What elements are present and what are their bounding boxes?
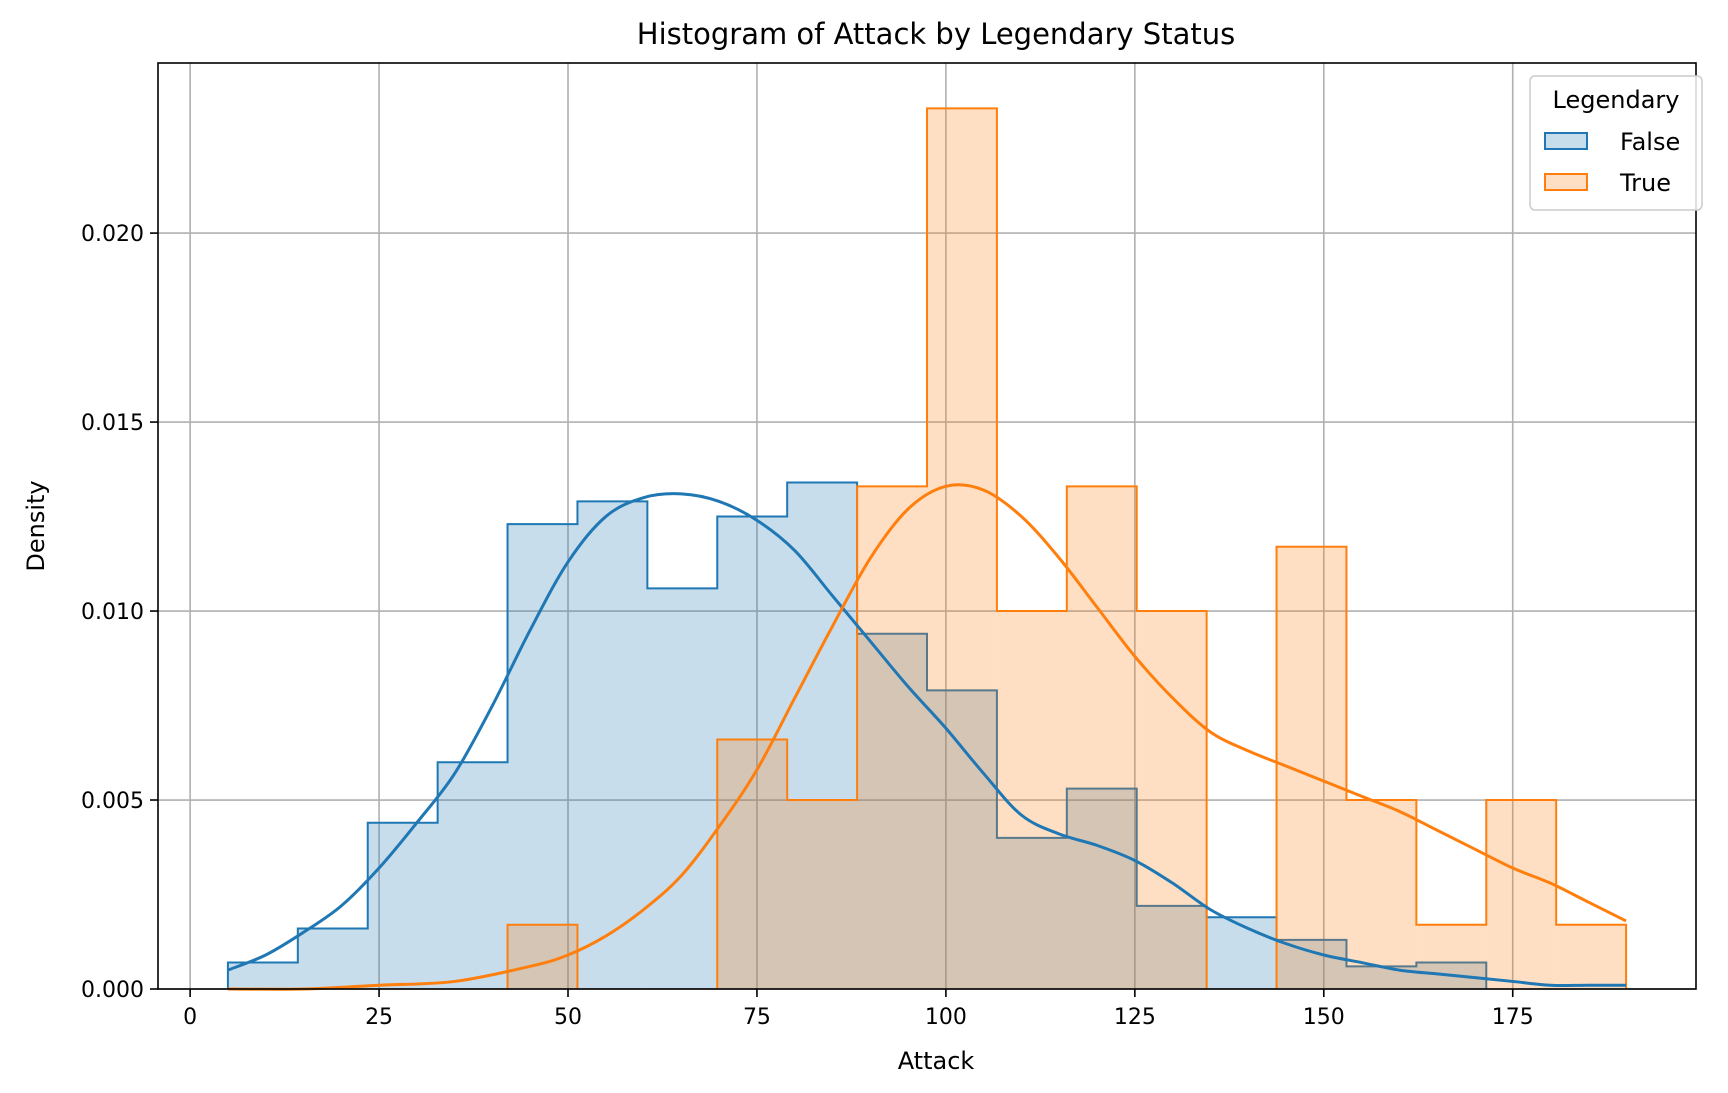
x-tick-label: 100 bbox=[925, 1005, 967, 1030]
hist-bar-true bbox=[1556, 924, 1627, 989]
hist-bar-false bbox=[577, 501, 648, 989]
x-axis-ticks: 0 25 50 75 100 125 150 175 bbox=[183, 989, 1534, 1030]
kde-curve-false bbox=[227, 492, 1627, 987]
y-tick-label: 0.020 bbox=[81, 222, 144, 247]
y-axis-label: Density bbox=[22, 480, 50, 571]
legend-title: Legendary bbox=[1553, 86, 1680, 114]
legend: Legendary False True bbox=[1529, 75, 1703, 211]
hist-outline-true bbox=[506, 923, 579, 989]
hist-bar-false bbox=[297, 928, 368, 989]
chart-title: Histogram of Attack by Legendary Status bbox=[637, 17, 1235, 51]
hist-outline-true bbox=[1275, 545, 1628, 989]
x-tick-label: 25 bbox=[365, 1005, 393, 1030]
hist-bar-true bbox=[717, 739, 788, 989]
hist-bar-true bbox=[1346, 800, 1417, 989]
hist-bar-false bbox=[507, 524, 578, 989]
legend-box bbox=[1529, 75, 1703, 211]
x-tick-label: 175 bbox=[1492, 1005, 1534, 1030]
hist-bar-false bbox=[1206, 917, 1277, 989]
x-tick-label: 75 bbox=[743, 1005, 771, 1030]
series-true-histogram bbox=[506, 107, 1628, 989]
hist-bar-false bbox=[1346, 966, 1417, 989]
series-false-histogram bbox=[226, 481, 1488, 989]
x-tick-label: 125 bbox=[1114, 1005, 1156, 1030]
legend-label-true: True bbox=[1619, 169, 1671, 197]
kde-curves bbox=[227, 483, 1627, 991]
hist-bar-true bbox=[996, 611, 1067, 989]
hist-bar-false bbox=[787, 482, 858, 989]
hist-bar-false bbox=[717, 516, 788, 989]
y-tick-label: 0.010 bbox=[81, 600, 144, 625]
legend-swatch-false bbox=[1544, 132, 1588, 150]
x-tick-label: 50 bbox=[554, 1005, 582, 1030]
hist-bar-false bbox=[996, 837, 1067, 989]
hist-bar-false bbox=[1136, 905, 1207, 989]
hist-bar-true bbox=[857, 486, 927, 989]
hist-bar-true bbox=[1136, 611, 1207, 989]
hist-bar-false bbox=[367, 822, 438, 989]
x-tick-label: 0 bbox=[183, 1005, 197, 1030]
hist-bar-false bbox=[1276, 939, 1347, 989]
hist-bar-false bbox=[437, 762, 508, 989]
hist-bar-false bbox=[1066, 788, 1137, 989]
y-tick-label: 0.005 bbox=[81, 789, 144, 814]
hist-bar-true bbox=[1416, 924, 1487, 989]
y-axis-ticks: 0.000 0.005 0.010 0.015 0.020 bbox=[81, 222, 158, 1003]
legend-label-false: False bbox=[1620, 128, 1680, 156]
hist-bar-false bbox=[927, 690, 997, 989]
hist-bar-true bbox=[1066, 486, 1137, 989]
legend-swatch-true bbox=[1544, 173, 1588, 191]
hist-outline-true bbox=[716, 107, 1208, 989]
hist-bar-true bbox=[787, 800, 858, 989]
kde-curve-true bbox=[227, 483, 1627, 991]
hist-bar-true bbox=[927, 108, 997, 989]
x-axis-label: Attack bbox=[898, 1047, 975, 1075]
plot-area-frame bbox=[157, 62, 1697, 990]
y-tick-label: 0.000 bbox=[81, 978, 144, 1003]
hist-bar-false bbox=[647, 588, 718, 989]
x-tick-label: 150 bbox=[1303, 1005, 1345, 1030]
y-tick-label: 0.015 bbox=[81, 411, 144, 436]
hist-bar-true bbox=[1486, 800, 1557, 989]
